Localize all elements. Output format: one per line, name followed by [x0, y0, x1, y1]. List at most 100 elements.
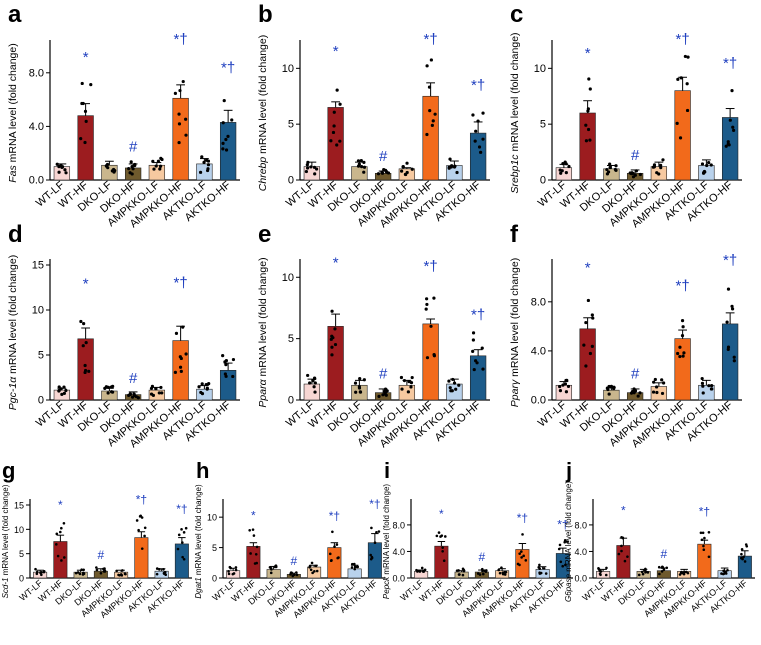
data-point — [331, 130, 336, 135]
data-point — [629, 391, 634, 395]
data-point — [564, 171, 568, 175]
data-point — [730, 88, 734, 93]
significance-marker: * — [251, 508, 256, 522]
data-point — [140, 516, 144, 519]
data-point — [200, 382, 204, 386]
data-point — [362, 170, 366, 174]
data-point — [707, 160, 711, 165]
data-point — [424, 307, 428, 311]
significance-marker: *† — [424, 258, 438, 275]
data-point — [121, 569, 124, 572]
data-point — [230, 118, 234, 122]
data-point — [662, 568, 666, 571]
data-point — [158, 167, 162, 171]
y-tick-label: 4.0 — [531, 345, 546, 357]
data-point — [703, 170, 707, 174]
data-point — [461, 573, 465, 577]
data-point — [234, 568, 238, 572]
data-point — [313, 381, 317, 385]
data-point — [137, 528, 140, 532]
gene-name: Pepck — [382, 576, 391, 599]
data-point — [452, 381, 457, 385]
data-point — [471, 331, 476, 335]
data-point — [538, 571, 541, 574]
gene-name: G6pase — [564, 573, 573, 602]
data-point — [564, 390, 569, 394]
data-point — [620, 549, 623, 553]
data-point — [474, 129, 478, 133]
data-point — [473, 139, 477, 143]
data-point — [40, 571, 43, 574]
data-point — [558, 384, 562, 389]
gene-name: Fas — [7, 164, 19, 182]
data-point — [55, 532, 59, 536]
y-tick-label: 5 — [288, 333, 294, 345]
data-point — [707, 384, 711, 388]
bar-WT-HF — [579, 112, 596, 181]
data-point — [544, 572, 548, 575]
data-point — [81, 101, 85, 106]
data-point — [461, 567, 465, 571]
data-point — [354, 390, 358, 394]
data-point — [561, 564, 565, 568]
data-point — [199, 390, 203, 395]
data-point — [305, 166, 310, 170]
data-point — [82, 322, 86, 326]
bar-AKTKO-LF — [698, 165, 715, 181]
data-point — [155, 567, 159, 570]
data-point — [472, 367, 476, 372]
data-point — [462, 569, 466, 573]
data-point — [154, 164, 158, 168]
data-point — [179, 369, 183, 373]
bar-AMPKKO-HF — [422, 323, 439, 401]
data-point — [328, 552, 332, 556]
data-point — [181, 555, 184, 559]
y-tick-label: 10 — [534, 63, 546, 75]
data-point — [155, 572, 159, 576]
data-point — [559, 560, 563, 564]
data-point — [425, 64, 429, 68]
data-point — [432, 352, 436, 357]
data-point — [370, 526, 373, 530]
data-point — [429, 58, 433, 62]
y-axis-title-rest: mRNA level (fold change) — [564, 481, 573, 574]
significance-marker: *† — [676, 277, 690, 294]
bar-DKO-LF — [266, 569, 281, 579]
data-point — [177, 122, 182, 126]
data-point — [350, 566, 354, 569]
panel-label: f — [510, 221, 519, 248]
data-point — [605, 566, 608, 570]
data-point — [221, 141, 225, 145]
y-axis-title: Srebp1c mRNA level (fold change) — [509, 32, 521, 193]
data-point — [335, 143, 339, 147]
data-point — [181, 541, 184, 544]
data-point — [99, 571, 103, 575]
data-point — [558, 168, 562, 172]
data-point — [701, 531, 705, 535]
data-point — [475, 361, 479, 365]
data-point — [599, 573, 602, 577]
significance-marker: * — [585, 45, 591, 62]
panel-label: i — [384, 458, 390, 483]
data-point — [732, 359, 736, 363]
bar-WT-HF — [616, 545, 631, 579]
panel-label: h — [196, 458, 209, 483]
significance-marker: *† — [174, 31, 188, 48]
bar-WT-HF — [246, 546, 261, 579]
y-axis-title: G6pase mRNA level (fold change) — [564, 481, 573, 602]
data-point — [441, 550, 444, 553]
data-point — [178, 365, 183, 369]
data-point — [206, 167, 210, 171]
gene-name: Scd-1 — [1, 578, 10, 599]
data-point — [104, 164, 109, 168]
data-point — [362, 160, 366, 164]
significance-marker: *† — [329, 509, 340, 523]
data-point — [430, 123, 434, 127]
data-point — [584, 320, 588, 325]
data-point — [333, 327, 337, 331]
data-point — [606, 387, 610, 392]
data-point — [742, 555, 745, 559]
